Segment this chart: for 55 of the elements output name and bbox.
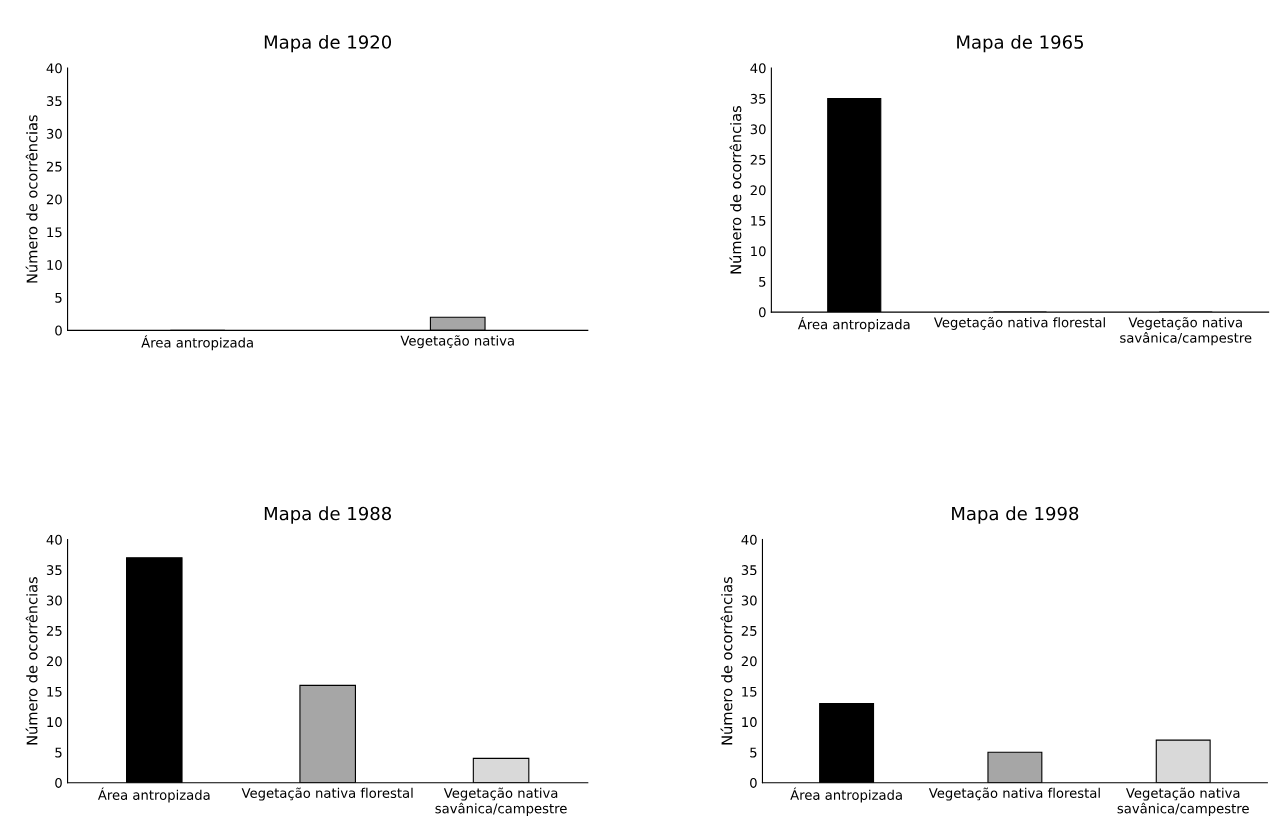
y-tick-label: 25 bbox=[46, 625, 62, 636]
y-axis-title: Número de ocorrências bbox=[25, 115, 38, 283]
y-tick-label: 40 bbox=[46, 63, 62, 74]
chart-title: Mapa de 1988 bbox=[264, 506, 392, 524]
y-tick-label: 40 bbox=[46, 534, 62, 545]
x-tick-label: Vegetação nativa florestal bbox=[241, 787, 413, 801]
y-tick-label: 30 bbox=[741, 595, 757, 606]
y-axis-title: Número de ocorrências bbox=[720, 577, 733, 745]
y-tick-label: 35 bbox=[46, 565, 62, 576]
y-tick-label: 15 bbox=[47, 227, 62, 238]
chart-title: Mapa de 1998 bbox=[952, 506, 1079, 524]
x-tick-label: Vegetação nativa savânica/campestre bbox=[435, 787, 567, 816]
x-tick-label: Área antropizada bbox=[790, 787, 902, 803]
y-tick-label: 15 bbox=[47, 686, 62, 697]
y-tick-label: 25 bbox=[750, 154, 766, 165]
y-tick-label: 25 bbox=[741, 625, 757, 636]
y-axis-title: Número de ocorrências bbox=[25, 577, 38, 745]
x-tick-label: Área antropizada bbox=[141, 335, 253, 351]
y-tick-label: 5 bbox=[55, 747, 62, 758]
x-tick-label: Vegetação nativa florestal bbox=[928, 787, 1100, 801]
y-tick-label: 0 bbox=[758, 307, 766, 318]
y-tick-label: 20 bbox=[46, 656, 62, 667]
y-tick-label: 15 bbox=[742, 686, 757, 697]
y-tick-label: 0 bbox=[55, 777, 62, 788]
y-tick-label: 5 bbox=[750, 747, 757, 758]
y-tick-label: 10 bbox=[47, 259, 62, 270]
y-tick-label: 20 bbox=[750, 185, 766, 196]
y-axis-title: Número de ocorrências bbox=[729, 106, 742, 274]
y-tick-label: 10 bbox=[47, 717, 62, 728]
chart-title: Mapa de 1920 bbox=[264, 34, 392, 53]
y-tick-label: 30 bbox=[46, 595, 62, 606]
y-tick-label: 15 bbox=[751, 215, 766, 226]
y-tick-label: 30 bbox=[46, 128, 62, 139]
y-tick-label: 10 bbox=[751, 246, 766, 257]
x-tick-label: Vegetação nativa savânica/campestre bbox=[1117, 787, 1249, 816]
chart-title: Mapa de 1965 bbox=[957, 34, 1083, 53]
y-tick-label: 35 bbox=[741, 565, 757, 576]
y-tick-label: 10 bbox=[742, 717, 757, 728]
y-tick-label: 0 bbox=[55, 325, 62, 336]
y-tick-label: 0 bbox=[750, 777, 757, 788]
x-tick-label: Vegetação nativa bbox=[400, 335, 514, 349]
y-tick-label: 35 bbox=[46, 96, 62, 107]
y-tick-label: 40 bbox=[750, 63, 766, 74]
y-tick-label: 5 bbox=[759, 276, 766, 287]
y-tick-label: 20 bbox=[741, 656, 757, 667]
y-tick-label: 35 bbox=[750, 93, 766, 104]
y-tick-label: 30 bbox=[750, 124, 766, 135]
x-tick-label: Área antropizada bbox=[797, 316, 910, 332]
y-tick-label: 20 bbox=[46, 194, 62, 205]
y-tick-label: 40 bbox=[741, 534, 757, 545]
x-tick-label: Área antropizada bbox=[97, 787, 210, 803]
x-tick-label: Vegetação nativa florestal bbox=[933, 316, 1105, 330]
x-tick-label: Vegetação nativa savânica/campestre bbox=[1120, 316, 1252, 346]
y-tick-label: 5 bbox=[55, 292, 62, 303]
y-tick-label: 25 bbox=[46, 161, 62, 172]
